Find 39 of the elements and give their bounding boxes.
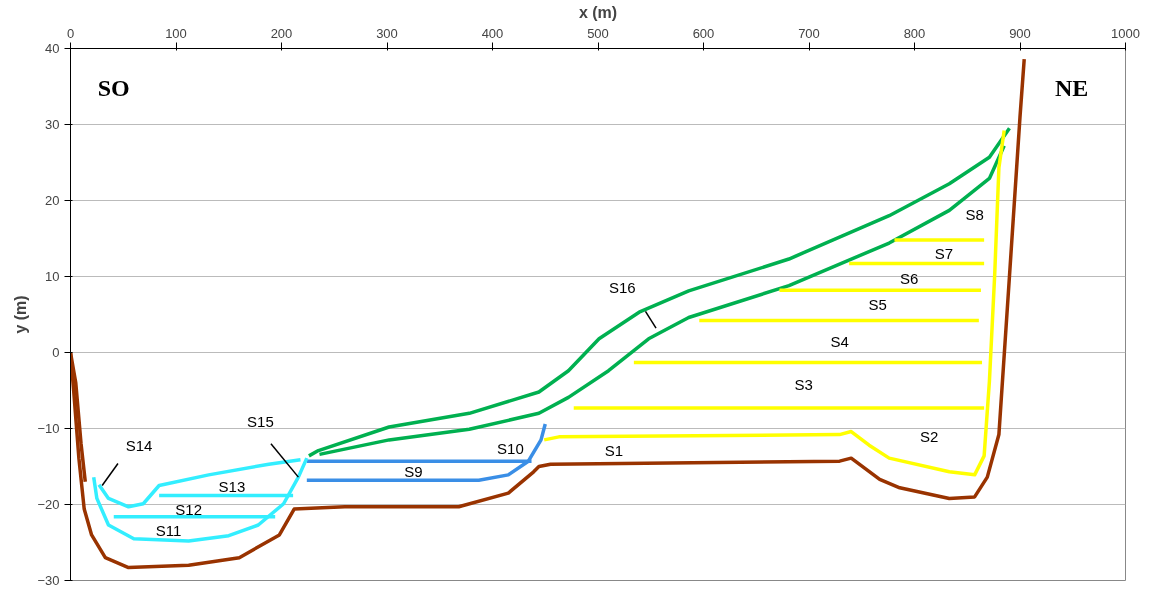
x-tick-label: 1000 [1111,25,1140,41]
x-tick-label: 800 [903,25,926,41]
y-tick-label: −20 [37,497,60,512]
x-axis-title: x (m) [578,3,618,21]
annotation: S10 [497,439,524,457]
x-tick-label: 200 [270,25,293,41]
annotation: S14 [125,436,153,454]
annotation: S7 [934,245,954,263]
annotation: S5 [868,296,887,314]
y-tick-label: 30 [45,117,60,132]
annotation: S11 [155,521,182,539]
annotation: S2 [920,428,939,446]
y-tick-label: 10 [45,269,60,284]
annotation: NE [1055,75,1089,102]
y-tick-label: −10 [37,421,60,436]
annotation: SO [97,75,130,102]
y-tick-label: 40 [45,41,60,56]
annotation: S16 [608,278,636,296]
y-tick-label: 0 [52,345,60,360]
y-tick-label: 20 [45,193,60,208]
annotation: S12 [175,500,203,518]
annotation: S13 [218,477,246,495]
annotation: S15 [247,413,274,431]
y-tick-label: −30 [37,573,60,588]
annotation: S9 [404,463,423,481]
annotation: S3 [794,375,813,393]
annotation: S1 [604,442,624,460]
x-tick-label: 100 [165,25,187,41]
x-tick-label: 600 [692,25,715,41]
annotation: S8 [965,205,984,223]
x-tick-label: 700 [798,25,820,41]
x-tick-label: 900 [1009,25,1031,41]
annotation: S4 [830,333,849,351]
x-tick-label: 300 [376,25,398,41]
x-tick-label: 500 [587,25,609,41]
x-tick-label: 0 [66,25,75,41]
x-tick-label: 400 [481,25,504,41]
y-axis-title: y (m) [12,295,30,334]
annotation: S6 [900,269,919,287]
